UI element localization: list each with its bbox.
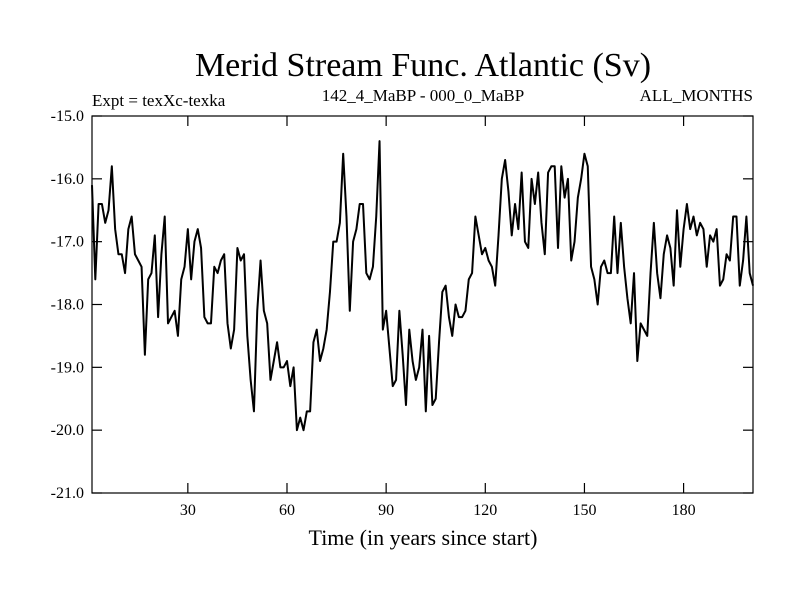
x-tick-label: 60 bbox=[279, 502, 295, 519]
y-tick-label: -15.0 bbox=[51, 108, 84, 125]
right-string: ALL_MONTHS bbox=[640, 86, 753, 105]
y-tick-label: -21.0 bbox=[51, 485, 84, 502]
x-tick-label: 180 bbox=[672, 502, 696, 519]
x-tick-label: 30 bbox=[180, 502, 196, 519]
y-tick-label: -18.0 bbox=[51, 297, 84, 314]
y-tick-label: -17.0 bbox=[51, 234, 84, 251]
y-tick-label: -20.0 bbox=[51, 422, 84, 439]
x-axis-label: Time (in years since start) bbox=[309, 525, 538, 550]
y-axis: -15.0 -16.0 -17.0 -18.0 -19.0 -20.0 -21.0 bbox=[51, 108, 753, 502]
chart-title: Merid Stream Func. Atlantic (Sv) bbox=[195, 47, 651, 84]
left-string: Expt = texXc-texka bbox=[92, 91, 226, 110]
x-tick-label: 90 bbox=[378, 502, 394, 519]
plot-area: -15.0 -16.0 -17.0 -18.0 -19.0 -20.0 -21.0 30 60… bbox=[51, 108, 754, 519]
series-line bbox=[91, 140, 754, 432]
plot-frame bbox=[91, 115, 754, 494]
x-tick-label: 150 bbox=[572, 502, 596, 519]
x-axis: 30 60 90 120 150 180 bbox=[180, 116, 696, 519]
y-tick-label: -19.0 bbox=[51, 359, 84, 376]
y-tick-label: -16.0 bbox=[51, 171, 84, 188]
x-tick-label: 120 bbox=[473, 502, 497, 519]
center-string: 142_4_MaBP - 000_0_MaBP bbox=[322, 86, 524, 105]
